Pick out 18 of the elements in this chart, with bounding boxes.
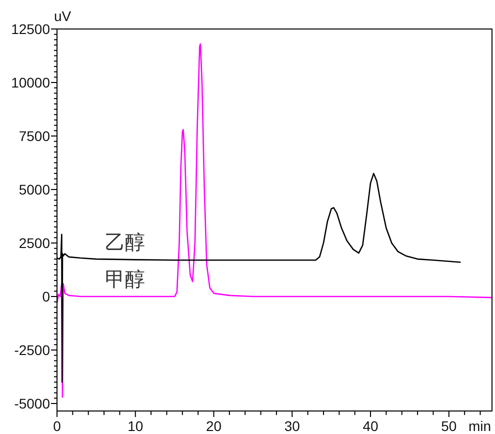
x-tick-label: 40 [362,418,379,434]
y-tick-label: 0 [42,288,50,305]
series-label: 乙醇 [105,232,145,254]
y-tick-label: 5000 [18,182,50,198]
x-tick-label: 50 [441,418,457,434]
y-tick-label: -2500 [14,342,50,358]
x-tick-label: 10 [128,418,144,434]
x-tick-label: 20 [206,418,222,434]
y-axis-title: uV [54,8,72,24]
y-tick-label: 2500 [18,235,50,252]
y-tick-label: -5000 [14,396,50,412]
x-tick-label: 0 [53,418,62,434]
y-tick-label: 7500 [18,128,50,144]
y-tick-label: 10000 [11,74,50,90]
x-tick-label: 30 [284,418,300,434]
x-axis-title: min [468,418,491,434]
series-label: 甲醇 [105,268,145,291]
y-tick-label: 12500 [11,21,50,37]
